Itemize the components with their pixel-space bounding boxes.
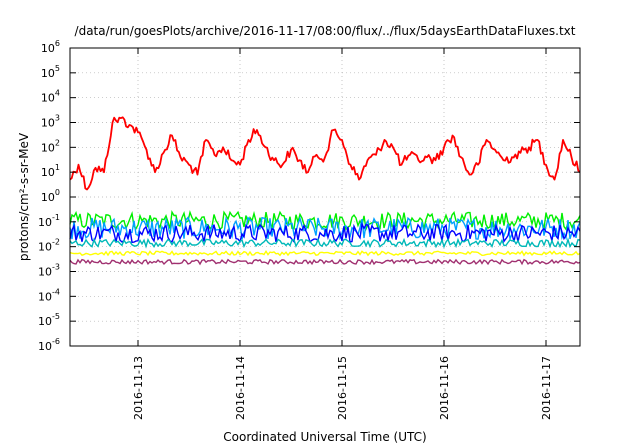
y-tick-label: 106 — [41, 39, 60, 55]
y-tick-label: 101 — [41, 163, 60, 179]
y-tick-label: 103 — [41, 114, 60, 130]
chart-title: /data/run/goesPlots/archive/2016-11-17/0… — [75, 24, 576, 38]
series-line — [69, 258, 581, 266]
x-tick-label: 2016-11-16 — [438, 356, 451, 420]
x-tick-label: 2016-11-13 — [132, 356, 145, 420]
series-line — [69, 237, 581, 249]
y-tick-label: 102 — [41, 138, 60, 154]
y-tick-label: 10-4 — [38, 287, 60, 303]
y-tick-label: 100 — [41, 188, 60, 204]
x-tick-label: 2016-11-14 — [234, 356, 247, 420]
x-tick-label: 2016-11-15 — [336, 356, 349, 420]
grid — [70, 48, 580, 346]
y-tick-label: 10-1 — [38, 213, 60, 229]
x-axis-label: Coordinated Universal Time (UTC) — [223, 430, 426, 444]
y-tick-label: 104 — [41, 89, 60, 105]
x-tick-label: 2016-11-17 — [540, 356, 553, 420]
y-axis-label: protons/cm²-s-sr-MeV — [17, 132, 31, 261]
y-tick-label: 105 — [41, 64, 60, 80]
series-line — [69, 222, 581, 244]
y-tick-label: 10-2 — [38, 238, 60, 254]
series-layer — [69, 116, 581, 266]
x-axis: 2016-11-13 2016-11-14 2016-11-15 2016-11-16… — [132, 48, 553, 420]
y-tick-label: 10-6 — [38, 337, 60, 353]
y-axis: 10-6 10-5 10-4 10-3 10-2 10-1 100 101 102 103 104 1… — [38, 39, 580, 353]
y-tick-label: 10-5 — [38, 312, 60, 328]
series-line — [69, 249, 581, 257]
series-line — [69, 116, 581, 191]
y-tick-label: 10-3 — [38, 263, 60, 279]
